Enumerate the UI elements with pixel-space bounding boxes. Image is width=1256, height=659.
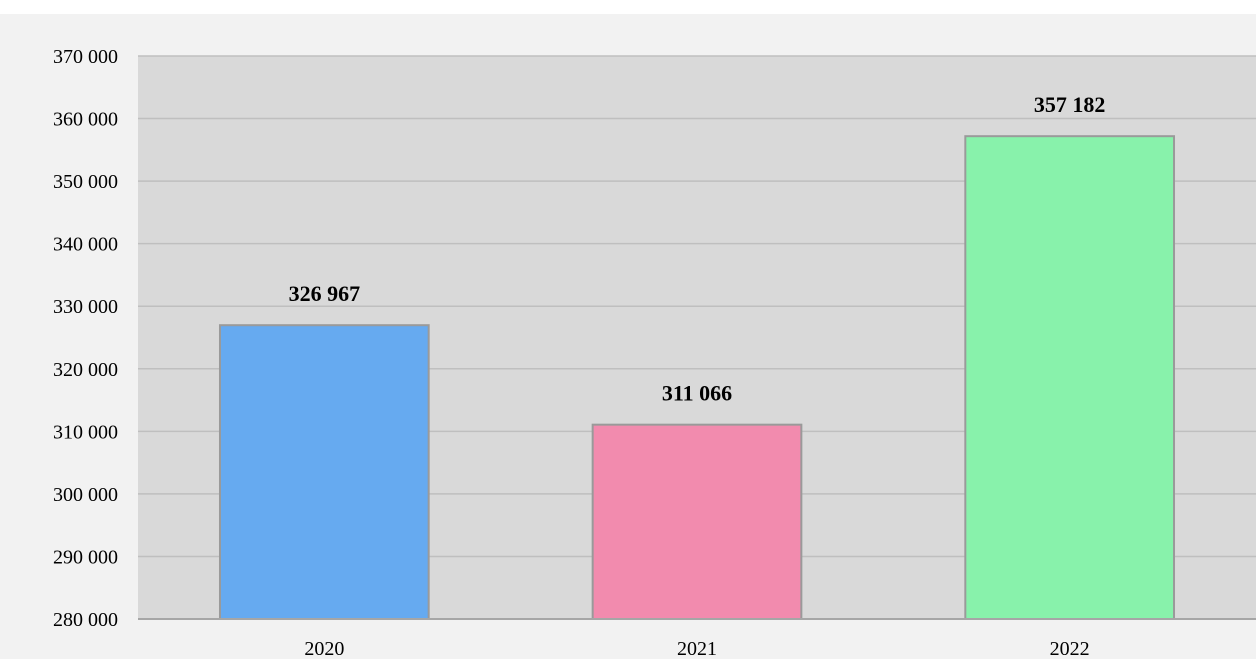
y-tick-label: 350 000 [53,171,118,193]
y-tick-label: 280 000 [53,609,118,631]
y-tick-label: 360 000 [53,109,118,131]
y-tick-label: 310 000 [53,421,118,443]
data-label-2020: 326 967 [289,281,361,306]
y-tick-label: 320 000 [53,359,118,381]
bar-2021 [591,423,803,620]
bar-2022 [964,135,1176,620]
y-tick-label: 290 000 [53,546,118,568]
y-tick-label: 300 000 [53,484,118,506]
bars [218,135,1176,620]
bar-2020 [218,324,430,620]
y-axis-tick-labels: 280 000 290 000 300 000 310 000 320 000 330 0… [53,46,118,631]
data-label-2022: 357 182 [1034,92,1106,117]
x-axis-tick-labels: 2020 2021 2022 [304,638,1089,659]
x-tick-label-2021: 2021 [677,638,717,659]
x-tick-label-2022: 2022 [1050,638,1090,659]
x-tick-label-2020: 2020 [304,638,344,659]
y-tick-label: 370 000 [53,46,118,68]
data-label-2021: 311 066 [662,381,732,406]
y-tick-label: 330 000 [53,296,118,318]
data-labels: 326 967 311 066 357 182 [289,92,1106,405]
y-tick-label: 340 000 [53,234,118,256]
